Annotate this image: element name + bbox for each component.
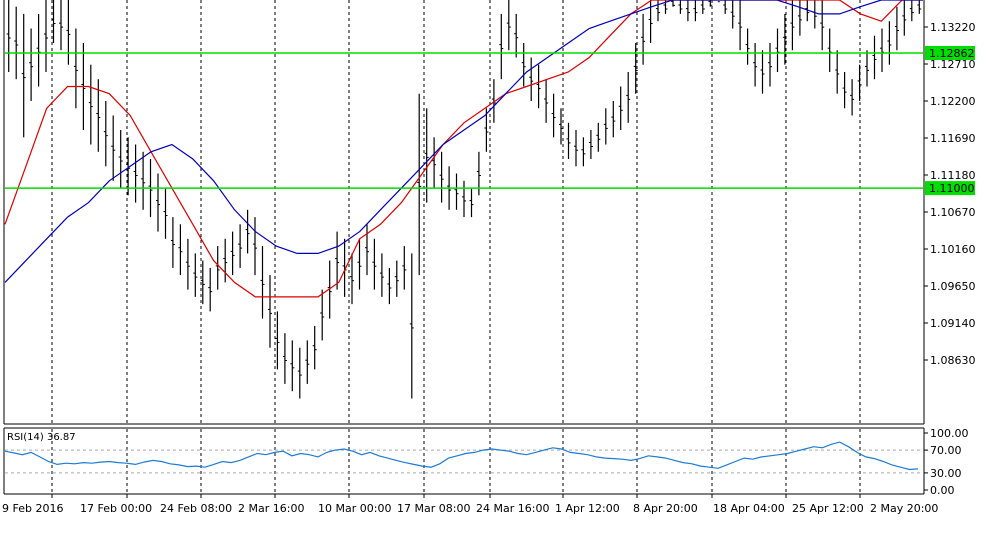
rsi-line <box>4 441 919 471</box>
price-tick-label: 1.09140 <box>930 317 976 330</box>
blue-moving-average-line <box>4 0 923 283</box>
time-tick-label: 1 Apr 12:00 <box>555 502 620 515</box>
rsi-tick-label: 30.00 <box>930 467 962 480</box>
price-tick-label: 1.10670 <box>930 206 976 219</box>
price-tick-label: 1.09650 <box>930 280 976 293</box>
horizontal-levels: 1.12862 1.11000 <box>5 46 975 196</box>
rsi-title: RSI(14) 36.87 <box>7 432 76 443</box>
rsi-tick-label: 0.00 <box>930 484 955 497</box>
price-tick-label: 1.10160 <box>930 243 976 256</box>
time-tick-label: 25 Apr 12:00 <box>792 502 864 515</box>
rsi-tick-label: 70.00 <box>930 444 962 457</box>
rsi-tick-label: 100.00 <box>930 427 969 440</box>
level-label-box <box>925 46 975 60</box>
time-tick-label: 9 Feb 2016 <box>2 502 63 515</box>
level-label-box <box>925 181 975 196</box>
time-tick-label: 18 Apr 04:00 <box>713 502 785 515</box>
time-axis: 9 Feb 2016 17 Feb 00:00 24 Feb 08:00 2 Mar … <box>2 494 938 515</box>
time-tick-label: 8 Apr 20:00 <box>633 502 698 515</box>
time-tick-label: 2 Mar 16:00 <box>238 502 304 515</box>
level-label: 1.11000 <box>929 182 975 195</box>
price-tick-label: 1.08630 <box>930 354 976 367</box>
price-tick-label: 1.12200 <box>930 95 976 108</box>
level-label: 1.12862 <box>929 47 975 60</box>
price-bars <box>6 0 922 399</box>
vertical-gridlines <box>51 0 861 493</box>
time-tick-label: 24 Mar 16:00 <box>476 502 549 515</box>
price-tick-label: 1.12710 <box>930 58 976 71</box>
price-tick-label: 1.11690 <box>930 132 976 145</box>
price-tick-label: 1.11180 <box>930 169 976 182</box>
time-tick-label: 17 Feb 00:00 <box>80 502 152 515</box>
time-tick-label: 17 Mar 08:00 <box>397 502 470 515</box>
red-moving-average-line <box>4 0 923 298</box>
moving-average-lines <box>4 0 923 298</box>
price-axis: 1.08630 1.09140 1.09650 1.10160 1.10670 1.111… <box>924 21 976 367</box>
rsi-axis: 0.00 30.00 70.00 100.00 <box>924 427 969 497</box>
time-tick-label: 2 May 20:00 <box>870 502 938 515</box>
price-tick-label: 1.13220 <box>930 21 976 34</box>
time-tick-label: 10 Mar 00:00 <box>318 502 391 515</box>
rsi-panel <box>4 441 923 474</box>
time-tick-label: 24 Feb 08:00 <box>160 502 232 515</box>
